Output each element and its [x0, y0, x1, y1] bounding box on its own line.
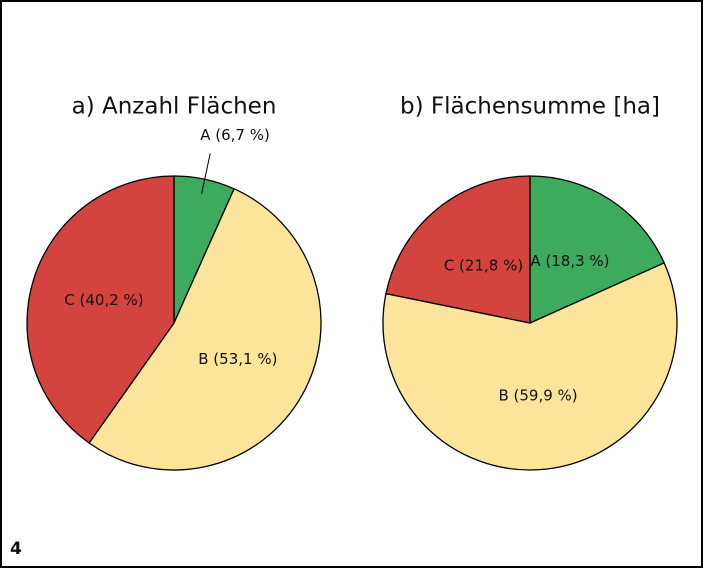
page-number: 4: [10, 539, 22, 559]
slice-label: B (53,1 %): [198, 350, 277, 368]
slice-label: C (21,8 %): [444, 257, 523, 275]
slice-label: C (40,2 %): [64, 291, 143, 309]
slice-label: A (6,7 %): [200, 126, 270, 144]
pie-slice: [88, 187, 322, 471]
pie-slice: [529, 175, 666, 325]
pie-slice: [385, 175, 531, 324]
slice-label: B (59,9 %): [498, 387, 577, 405]
pie-slice: [382, 262, 678, 471]
pie-slice: [26, 175, 175, 444]
chart-title: b) Flächensumme [ha]: [400, 94, 660, 120]
chart-title: a) Anzahl Flächen: [72, 94, 277, 120]
slice-label: A (18,3 %): [530, 252, 609, 270]
leader-line: [201, 153, 211, 194]
